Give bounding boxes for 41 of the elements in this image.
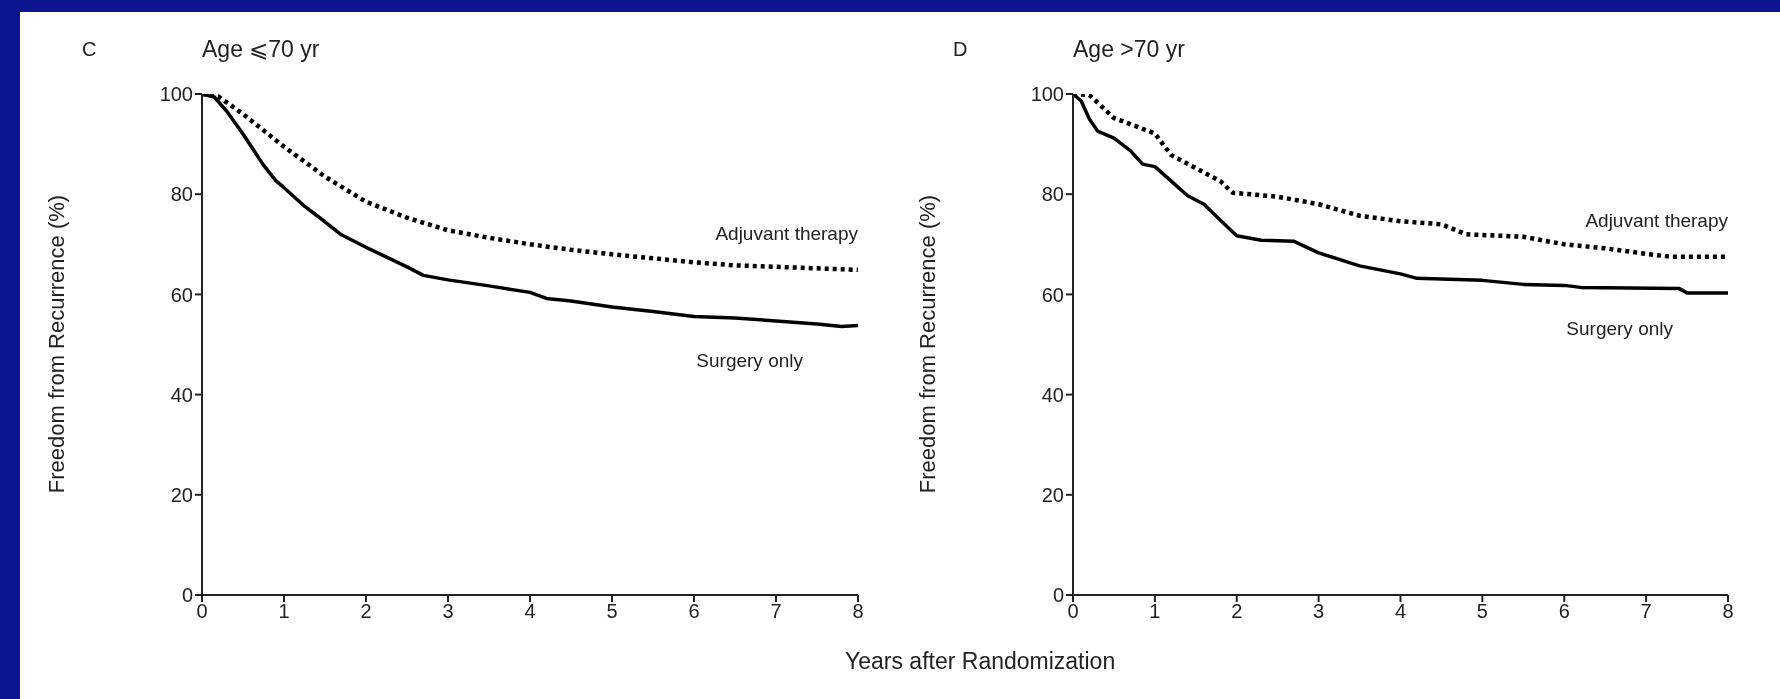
y-tick-label: 0: [181, 584, 193, 607]
y-tick-label: 80: [170, 183, 193, 206]
y-tick-label: 40: [170, 383, 193, 406]
y-axis-title: Freedom from Recurrence (%): [915, 194, 941, 494]
series-label: Surgery only: [696, 350, 804, 372]
series-label: Adjuvant therapy: [1585, 209, 1729, 231]
x-tick-label: 4: [524, 600, 536, 623]
x-tick-label: 7: [770, 600, 782, 623]
chart-title: Age ⩽70 yr: [202, 36, 320, 63]
y-tick-label: 20: [1041, 483, 1064, 506]
y-tick-label: 20: [170, 483, 193, 506]
y-axis-title: Freedom from Recurrence (%): [44, 194, 70, 494]
x-tick-label: 0: [196, 600, 208, 623]
x-tick-label: 8: [1722, 600, 1734, 623]
x-tick-label: 3: [442, 600, 454, 623]
x-tick-label: 3: [1313, 600, 1325, 623]
x-tick-label: 7: [1640, 600, 1652, 623]
y-tick-label: 100: [1030, 83, 1064, 106]
x-axis-title: Years after Randomization: [845, 648, 1117, 675]
text: C: [82, 38, 97, 61]
series-label: Adjuvant therapy: [715, 222, 859, 244]
y-tick-label: 100: [159, 83, 193, 106]
x-tick-label: 2: [360, 600, 372, 623]
x-tick-label: 6: [688, 600, 700, 623]
x-tick-label: 4: [1394, 600, 1407, 623]
x-tick-label: 1: [278, 600, 290, 623]
x-tick-label: 5: [1476, 600, 1488, 623]
x-tick-label: 6: [1558, 600, 1570, 623]
y-tick-label: 60: [170, 283, 193, 306]
chart-title: Age >70 yr: [1073, 36, 1185, 63]
y-tick-label: 0: [1052, 584, 1064, 607]
x-tick-label: 0: [1067, 600, 1079, 623]
y-tick-label: 80: [1041, 183, 1064, 206]
x-tick-label: 1: [1149, 600, 1161, 623]
text: D: [953, 38, 968, 61]
x-tick-label: 5: [606, 600, 618, 623]
y-tick-label: 60: [1041, 283, 1064, 306]
x-tick-label: 2: [1231, 600, 1243, 623]
x-tick-label: 8: [852, 600, 864, 623]
series-label: Surgery only: [1566, 317, 1674, 339]
y-tick-label: 40: [1041, 383, 1064, 406]
